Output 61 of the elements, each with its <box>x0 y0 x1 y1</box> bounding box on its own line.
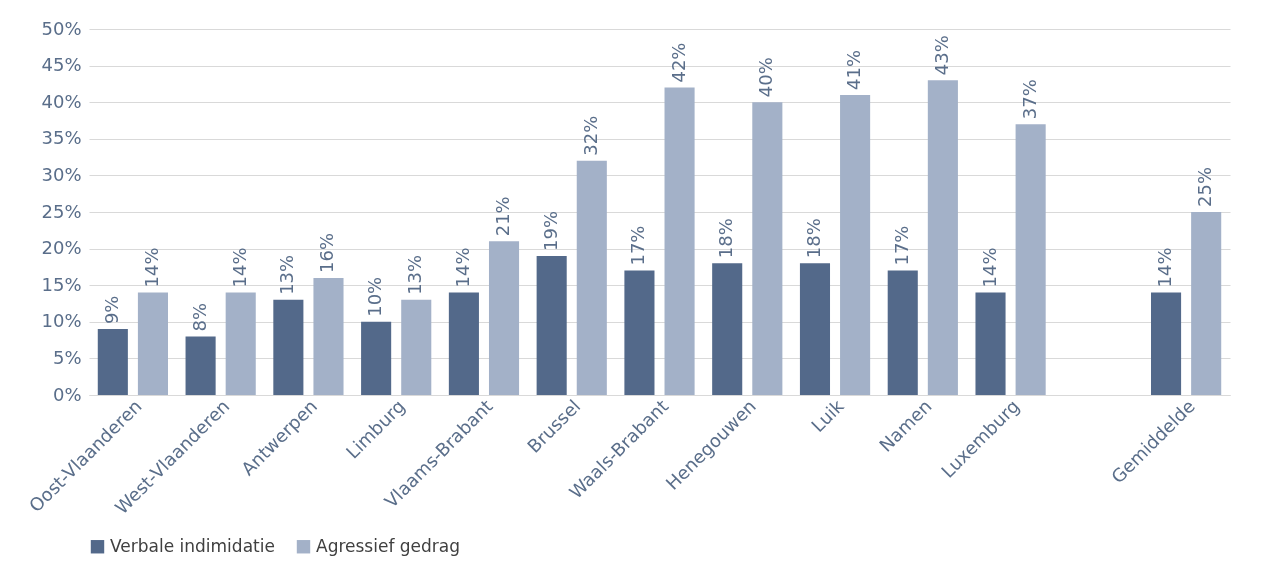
bar <box>1151 292 1182 395</box>
y-tick-label: 45% <box>41 54 82 76</box>
bar <box>185 336 216 395</box>
y-tick-label: 5% <box>52 346 82 368</box>
data-label: 18% <box>802 218 824 259</box>
bar <box>488 241 520 395</box>
bar <box>448 292 479 395</box>
y-tick-label: 10% <box>41 310 82 332</box>
data-label: 14% <box>1154 247 1176 288</box>
bar <box>1015 124 1046 395</box>
data-label: 14% <box>228 247 250 288</box>
data-label: 43% <box>930 35 952 76</box>
bar <box>927 80 958 395</box>
bar <box>752 102 783 395</box>
data-label: 8% <box>188 302 210 332</box>
bar <box>313 277 344 395</box>
bar <box>361 321 392 395</box>
y-tick-label: 15% <box>41 273 82 295</box>
y-tick-label: 25% <box>41 200 82 222</box>
bar <box>273 299 304 395</box>
bar <box>97 329 128 395</box>
data-label: 25% <box>1194 166 1216 207</box>
bar <box>840 94 871 395</box>
bar <box>712 263 743 395</box>
bar <box>887 270 918 395</box>
bar <box>975 292 1006 395</box>
data-label: 13% <box>276 254 298 295</box>
data-label: 10% <box>364 276 386 317</box>
data-label: 42% <box>667 42 689 83</box>
legend-label: Verbale indimidatie <box>110 535 275 556</box>
data-label: 17% <box>627 225 649 266</box>
y-tick-label: 0% <box>52 383 82 405</box>
y-tick-label: 50% <box>41 17 82 39</box>
bar <box>401 299 432 395</box>
bar <box>536 255 567 395</box>
data-label: 18% <box>715 218 737 259</box>
data-label: 32% <box>579 115 601 156</box>
bar <box>1191 212 1222 395</box>
data-label: 41% <box>843 49 865 90</box>
y-tick-label: 20% <box>41 237 82 259</box>
data-label: 40% <box>755 57 777 98</box>
data-label: 16% <box>316 232 338 273</box>
bar <box>137 292 168 395</box>
bar <box>624 270 655 395</box>
data-label: 19% <box>539 210 561 251</box>
y-tick-label: 40% <box>41 90 82 112</box>
data-label: 13% <box>404 254 426 295</box>
data-label: 17% <box>890 225 912 266</box>
data-label: 14% <box>451 247 473 288</box>
y-tick-label: 30% <box>41 163 82 185</box>
bar <box>576 160 607 395</box>
data-label: 9% <box>100 295 122 325</box>
bar <box>664 87 695 395</box>
bar <box>799 263 831 395</box>
legend-label: Agressief gedrag <box>316 535 461 556</box>
data-label: 14% <box>140 247 162 288</box>
y-tick-label: 35% <box>41 127 82 149</box>
bar <box>225 292 256 395</box>
data-label: 37% <box>1018 79 1040 120</box>
data-label: 21% <box>492 196 514 237</box>
data-label: 14% <box>978 247 1000 288</box>
